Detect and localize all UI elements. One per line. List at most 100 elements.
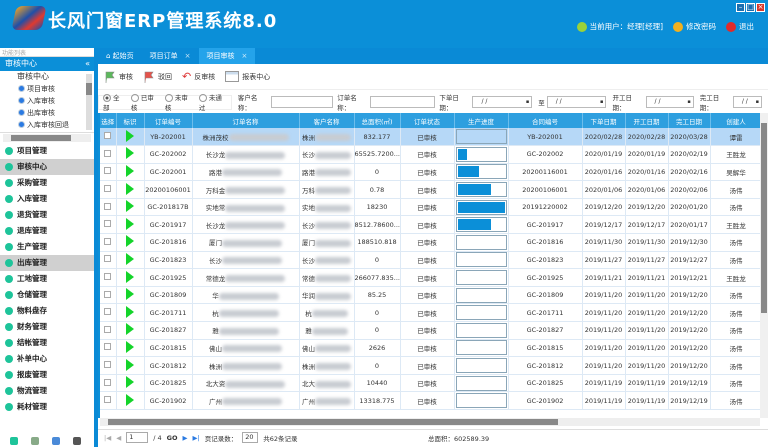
column-header[interactable]: 下单日期 (582, 113, 626, 128)
row-checkbox[interactable] (104, 343, 112, 351)
table-h-scrollbar[interactable] (100, 418, 760, 426)
row-checkbox[interactable] (104, 290, 112, 298)
table-row[interactable]: GC-201825 北大资 北大 10440 已审核 GC-201825 2019/11/1… (100, 374, 760, 393)
radio-rejected[interactable]: 未通过 (199, 92, 227, 112)
row-checkbox[interactable] (104, 325, 112, 333)
row-checkbox[interactable] (104, 308, 112, 316)
table-row[interactable]: GC-201917 长沙龙 长沙 8512.78600... 已审核 GC-201917 2… (100, 215, 760, 235)
sidebar-item[interactable]: 退货管理 (0, 207, 94, 223)
row-checkbox[interactable] (104, 132, 112, 140)
column-header[interactable]: 生产进度 (454, 113, 509, 128)
order-date-from[interactable]: / / (472, 96, 533, 108)
column-header[interactable]: 客户名称 (299, 113, 355, 128)
table-v-scrollbar[interactable] (760, 113, 768, 418)
tree-item[interactable]: 入库审核 (0, 95, 94, 107)
tree-item[interactable]: 入库审核回退 (0, 119, 94, 131)
column-header[interactable]: 合同编号 (508, 113, 583, 128)
column-header[interactable]: 订单编号 (144, 113, 193, 128)
feather-icon[interactable] (52, 437, 60, 445)
approve-button[interactable]: 审核 (104, 71, 133, 83)
table-row[interactable]: 20200106001 万科金 万科 0.78 已审核 20200106001 2020/0… (100, 180, 760, 199)
table-row[interactable]: GC-201815 佛山 佛山 2626 已审核 GC-201815 2019/11/20 2… (100, 339, 760, 358)
sidebar-item[interactable]: 仓储管理 (0, 287, 94, 303)
column-header[interactable]: 完工日期 (668, 113, 711, 128)
row-checkbox[interactable] (104, 378, 112, 386)
last-page-icon[interactable]: ▶| (192, 433, 200, 442)
tab-project-orders[interactable]: 项目订单 × (149, 52, 191, 60)
tool-icon[interactable] (73, 437, 81, 445)
tree-item[interactable]: 项目审核 (0, 83, 94, 95)
go-button[interactable]: GO (166, 433, 178, 442)
table-row[interactable]: GC-201812 株洲 株洲 0 已审核 GC-201812 2019/11/20 2019… (100, 356, 760, 375)
row-checkbox[interactable] (104, 361, 112, 369)
sidebar-item[interactable]: 审核中心 (0, 159, 94, 175)
sidebar-item[interactable]: 物料盘存 (0, 303, 94, 319)
row-checkbox[interactable] (104, 237, 112, 245)
maximize-button[interactable]: □ (746, 3, 755, 12)
tab-project-audit[interactable]: 项目审核 × (198, 48, 256, 64)
shortcut-icon[interactable] (10, 437, 18, 445)
sidebar-item[interactable]: 项目管理 (0, 143, 94, 159)
row-checkbox[interactable] (104, 149, 112, 157)
row-checkbox[interactable] (104, 396, 112, 404)
table-row[interactable]: GC-201711 杭杭 0 已审核 GC-201711 2019/11/20 2019/1… (100, 303, 760, 323)
tree-h-scrollbar[interactable] (3, 134, 91, 142)
minimize-button[interactable]: – (736, 3, 745, 12)
column-header[interactable]: 总面积(㎡) (354, 113, 401, 128)
tree-item[interactable]: 出库审核 (0, 107, 94, 119)
reject-button[interactable]: 驳回 (143, 71, 172, 83)
table-row[interactable]: GC-201816 厦门 厦门 188510.818 已审核 GC-201816 2019/… (100, 233, 760, 252)
close-button[interactable]: × (756, 3, 765, 12)
order-name-input[interactable] (370, 96, 436, 108)
row-checkbox[interactable] (104, 167, 112, 175)
column-header[interactable]: 订单状态 (400, 113, 455, 128)
customer-input[interactable] (270, 96, 334, 108)
table-row[interactable]: GC-201817B 实地常 实地 18230 已审核 20191220002 2019/1… (100, 198, 760, 217)
radio-all[interactable]: 全部 (103, 92, 125, 112)
column-header[interactable]: 订单名称 (192, 113, 300, 128)
column-header[interactable]: 标识 (116, 113, 145, 128)
column-header[interactable]: 选择 (100, 113, 117, 128)
table-row[interactable]: GC-201925 常德龙 常德 266077.835... 已审核 GC-201925 2… (100, 268, 760, 287)
table-row[interactable]: GC-201827 雅雅 0 已审核 GC-201827 2019/11/20 2019/1… (100, 321, 760, 340)
sidebar-item[interactable]: 退库管理 (0, 223, 94, 239)
sidebar-item[interactable]: 物流管理 (0, 383, 94, 399)
tree-scrollbar[interactable] (86, 74, 92, 130)
row-checkbox[interactable] (104, 185, 112, 193)
page-size-input[interactable]: 20 (242, 432, 259, 443)
tab-home[interactable]: ⌂ 起始页 (106, 52, 134, 60)
table-row[interactable]: GC-201902 广州 广州 13318.775 已审核 GC-201902 2019/1… (100, 391, 760, 410)
finish-date-input[interactable]: / / (732, 96, 762, 108)
radio-approved[interactable]: 已审核 (131, 92, 159, 112)
sidebar-item[interactable]: 耗材管理 (0, 399, 94, 415)
first-page-icon[interactable]: |◀ (104, 433, 112, 442)
prev-page-icon[interactable]: ◀ (116, 433, 122, 442)
collapse-icon[interactable]: « (85, 59, 90, 68)
sidebar-section-title[interactable]: 审核中心 « (0, 57, 94, 71)
row-checkbox[interactable] (104, 220, 112, 228)
sidebar-item[interactable]: 采购管理 (0, 175, 94, 191)
sidebar-item[interactable]: 财务管理 (0, 319, 94, 335)
tree-root[interactable]: 审核中心 (17, 72, 49, 81)
row-checkbox[interactable] (104, 273, 112, 281)
table-row[interactable]: GC-201809 华华润 85.25 已审核 GC-201809 2019/11/20 2… (100, 286, 760, 305)
column-header[interactable]: 创建人 (710, 113, 760, 128)
table-row[interactable]: YB-202001 株洲茂校 株洲 832.177 已审核 YB-202001 2020/0… (100, 128, 760, 147)
sidebar-item[interactable]: 生产管理 (0, 239, 94, 255)
sidebar-item[interactable]: 结帐管理 (0, 335, 94, 351)
sidebar-item[interactable]: 出库管理 (0, 255, 94, 271)
sidebar-item[interactable]: 报废管理 (0, 367, 94, 383)
sidebar-item[interactable]: 补单中心 (0, 351, 94, 367)
table-row[interactable]: GC-201823 长沙 长沙 0 已审核 GC-201823 2019/11/27 2019… (100, 251, 760, 270)
row-checkbox[interactable] (104, 255, 112, 263)
cart-icon[interactable] (31, 437, 39, 445)
column-header[interactable]: 开工日期 (625, 113, 669, 128)
radio-unapproved[interactable]: 未审核 (165, 92, 193, 112)
function-list-search[interactable]: 功能列表 (0, 48, 94, 57)
order-date-to[interactable]: / / (546, 96, 607, 108)
page-input[interactable]: 1 (126, 432, 149, 443)
table-row[interactable]: GC-202002 长沙龙 长沙 65525.7200... 已审核 GC-202002 2… (100, 145, 760, 164)
start-date-input[interactable]: / / (645, 96, 694, 108)
change-password-link[interactable]: 修改密码 (673, 21, 716, 32)
sidebar-item[interactable]: 工地管理 (0, 271, 94, 287)
